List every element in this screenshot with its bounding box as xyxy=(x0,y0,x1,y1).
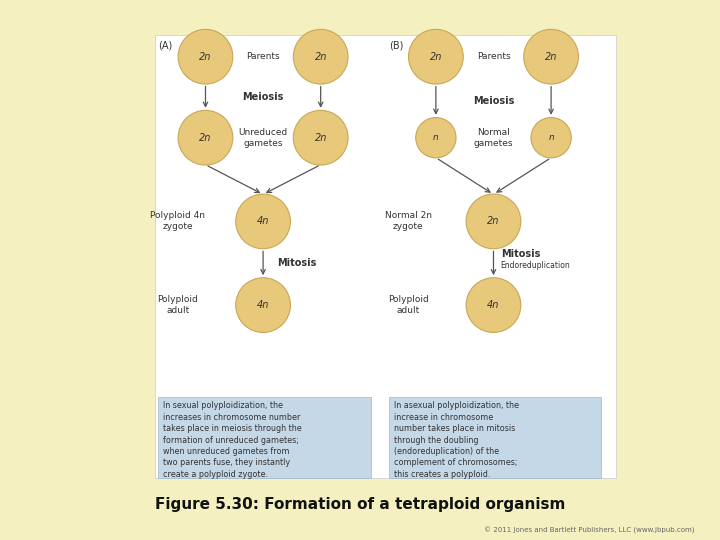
Text: Polyploid
adult: Polyploid adult xyxy=(388,295,428,315)
Ellipse shape xyxy=(178,29,233,84)
Ellipse shape xyxy=(235,278,290,333)
Text: Polyploid
adult: Polyploid adult xyxy=(158,295,198,315)
Text: 4n: 4n xyxy=(257,300,269,310)
Text: Unreduced
gametes: Unreduced gametes xyxy=(238,127,288,148)
FancyBboxPatch shape xyxy=(389,397,601,478)
Ellipse shape xyxy=(523,29,578,84)
Text: Mitosis: Mitosis xyxy=(277,258,317,268)
Text: Polyploid 4n
zygote: Polyploid 4n zygote xyxy=(150,211,205,232)
Ellipse shape xyxy=(415,118,456,158)
Ellipse shape xyxy=(531,118,571,158)
Ellipse shape xyxy=(235,194,290,249)
Text: (A): (A) xyxy=(158,40,173,51)
Text: 4n: 4n xyxy=(257,217,269,226)
Text: Normal
gametes: Normal gametes xyxy=(474,127,513,148)
Text: Parents: Parents xyxy=(246,52,280,61)
Text: 2n: 2n xyxy=(430,52,442,62)
Text: In asexual polyploidization, the
increase in chromosome
number takes place in mi: In asexual polyploidization, the increas… xyxy=(394,401,519,479)
Ellipse shape xyxy=(293,29,348,84)
Text: Parents: Parents xyxy=(477,52,510,61)
Text: 2n: 2n xyxy=(315,133,327,143)
FancyBboxPatch shape xyxy=(155,35,616,478)
FancyBboxPatch shape xyxy=(158,397,371,478)
Text: 2n: 2n xyxy=(199,133,212,143)
Ellipse shape xyxy=(293,110,348,165)
Text: 2n: 2n xyxy=(199,52,212,62)
Ellipse shape xyxy=(466,278,521,333)
Text: Mitosis: Mitosis xyxy=(500,248,540,259)
Text: Normal 2n
zygote: Normal 2n zygote xyxy=(384,211,432,232)
Text: n: n xyxy=(548,133,554,142)
Ellipse shape xyxy=(466,194,521,249)
Text: Meiosis: Meiosis xyxy=(243,92,284,102)
Text: Endoreduplication: Endoreduplication xyxy=(500,261,570,271)
Text: Figure 5.30: Formation of a tetraploid organism: Figure 5.30: Formation of a tetraploid o… xyxy=(155,497,565,512)
Text: n: n xyxy=(433,133,438,142)
Text: Meiosis: Meiosis xyxy=(473,96,514,106)
Ellipse shape xyxy=(178,110,233,165)
Ellipse shape xyxy=(408,29,463,84)
Text: (B): (B) xyxy=(389,40,403,51)
Text: 2n: 2n xyxy=(545,52,557,62)
Text: © 2011 Jones and Bartlett Publishers, LLC (www.jbpub.com): © 2011 Jones and Bartlett Publishers, LL… xyxy=(485,526,695,534)
Text: 2n: 2n xyxy=(487,217,500,226)
Text: In sexual polyploidization, the
increases in chromosome number
takes place in me: In sexual polyploidization, the increase… xyxy=(163,401,302,479)
Text: 4n: 4n xyxy=(487,300,500,310)
Text: 2n: 2n xyxy=(315,52,327,62)
